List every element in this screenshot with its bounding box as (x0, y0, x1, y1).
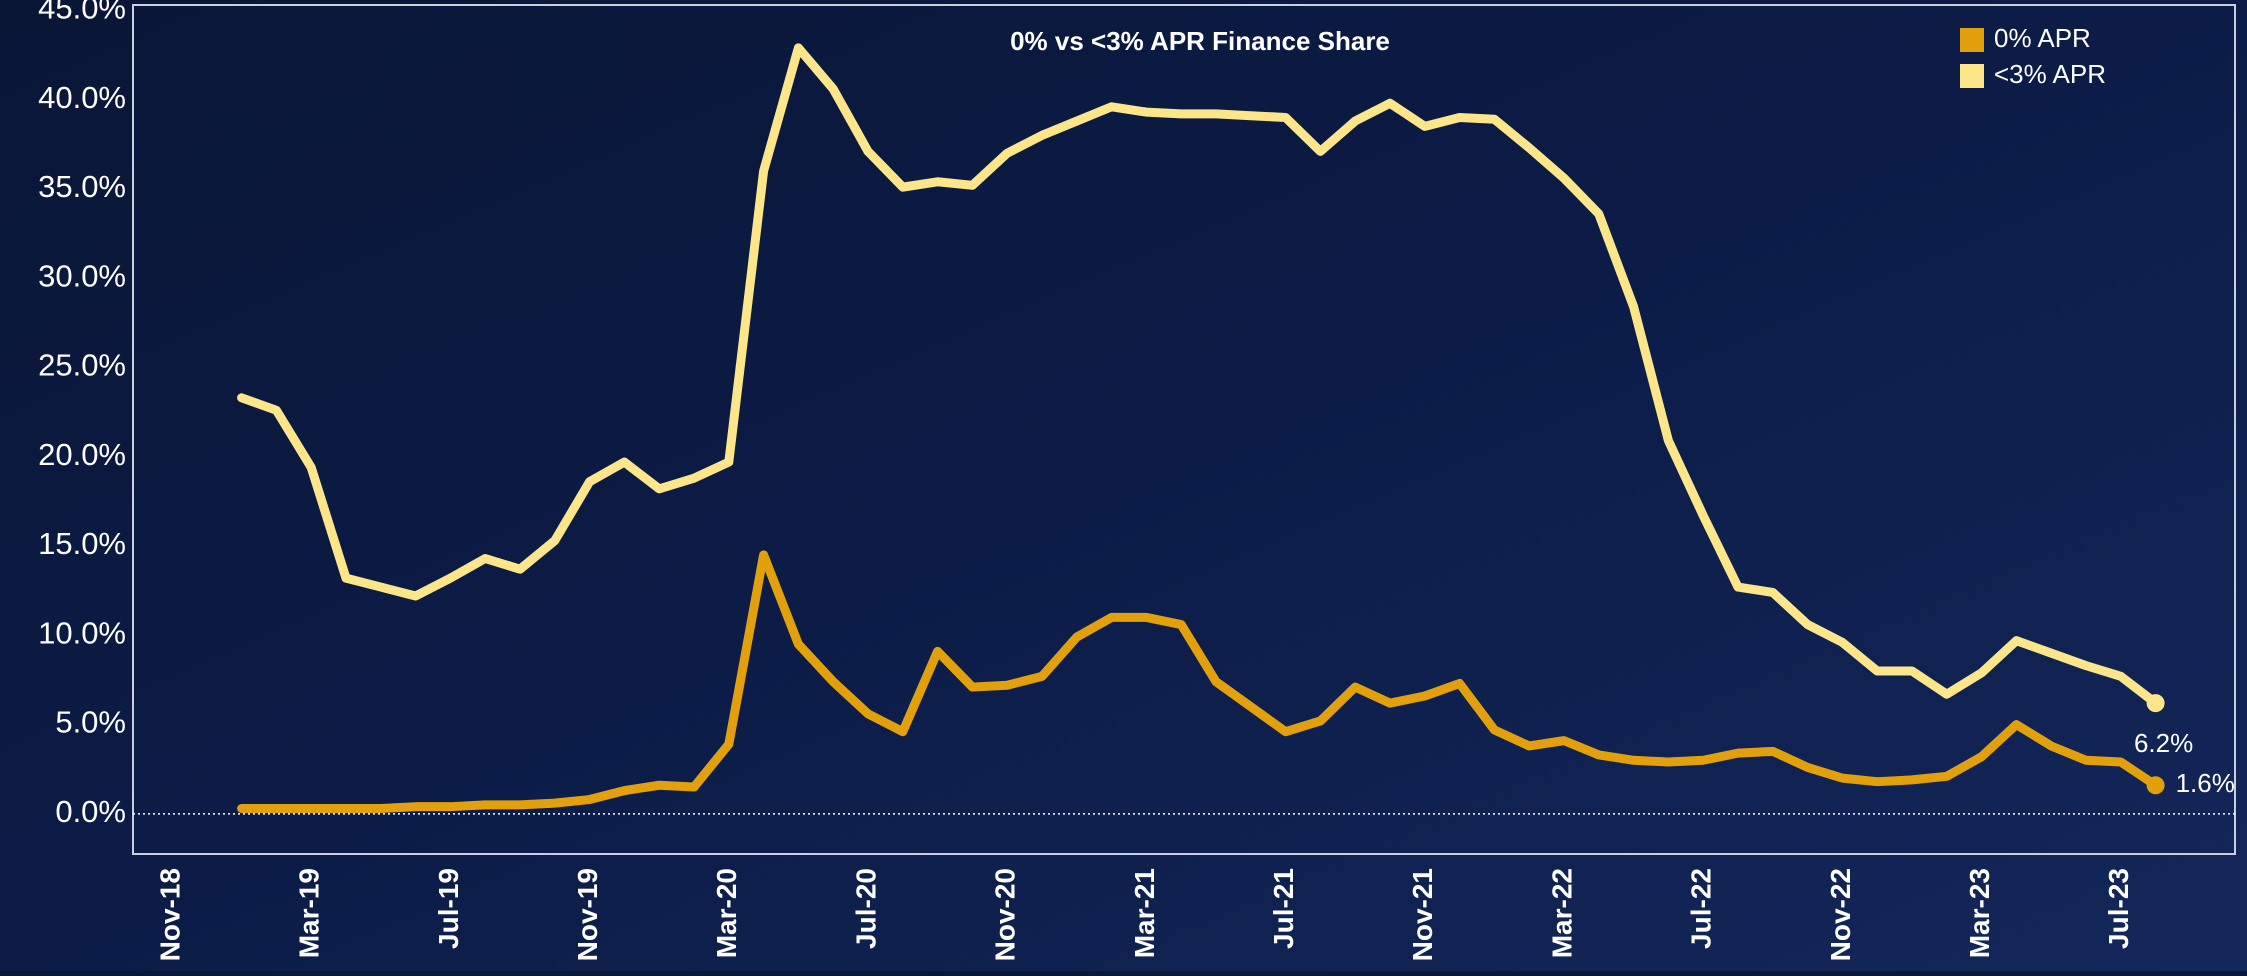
x-tick-label: Mar-23 (1964, 868, 1995, 958)
legend-label: 0% APR (1994, 23, 2091, 53)
y-tick-label: 10.0% (38, 615, 126, 650)
x-tick-label: Jul-21 (1268, 868, 1299, 949)
y-tick-label: 20.0% (38, 437, 126, 472)
legend-swatch (1960, 28, 1984, 52)
y-tick-label: 15.0% (38, 526, 126, 561)
legend-label: <3% APR (1994, 59, 2106, 89)
y-tick-label: 5.0% (55, 705, 126, 740)
x-tick-label: Mar-22 (1546, 868, 1577, 958)
end-marker (2146, 694, 2165, 713)
y-tick-label: 30.0% (38, 258, 126, 293)
series-line (237, 550, 2161, 813)
y-tick-label: 35.0% (38, 169, 126, 204)
x-tick-label: Mar-20 (711, 868, 742, 958)
plot-frame (132, 4, 2236, 855)
y-tick-label: 25.0% (38, 348, 126, 383)
y-tick-label: 0.0% (55, 794, 126, 829)
x-tick-label: Jul-19 (433, 868, 464, 949)
x-tick-label: Jul-23 (2103, 868, 2134, 949)
x-tick-label: Nov-22 (1825, 868, 1856, 961)
y-tick-label: 45.0% (38, 0, 126, 26)
legend-swatch (1960, 64, 1984, 88)
x-tick-label: Nov-20 (990, 868, 1021, 961)
x-tick-label: Mar-21 (1129, 868, 1160, 958)
chart-title: 0% vs <3% APR Finance Share (1010, 26, 1390, 56)
x-tick-label: Mar-19 (294, 868, 325, 958)
x-tick-label: Jul-20 (850, 868, 881, 949)
data-label: 6.2% (2134, 728, 2193, 758)
x-tick-label: Jul-22 (1686, 868, 1717, 949)
end-marker (2146, 776, 2165, 795)
series-line (237, 43, 2161, 708)
data-label: 1.6% (2176, 768, 2235, 798)
x-tick-label: Nov-18 (154, 868, 185, 961)
x-tick-label: Nov-19 (572, 868, 603, 961)
x-tick-label: Nov-21 (1407, 868, 1438, 961)
y-tick-label: 40.0% (38, 80, 126, 115)
